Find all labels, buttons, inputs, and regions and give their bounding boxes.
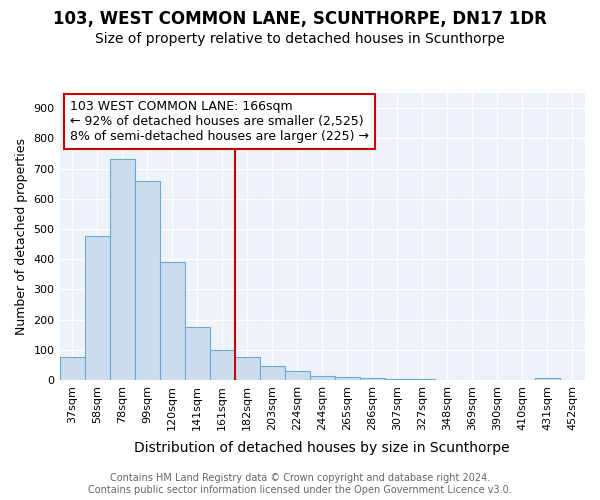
Text: Size of property relative to detached houses in Scunthorpe: Size of property relative to detached ho… bbox=[95, 32, 505, 46]
Bar bbox=[59, 358, 85, 380]
Bar bbox=[85, 236, 110, 380]
Bar bbox=[310, 376, 335, 380]
Bar bbox=[260, 366, 285, 380]
Bar bbox=[110, 160, 134, 380]
Y-axis label: Number of detached properties: Number of detached properties bbox=[15, 138, 28, 335]
Bar bbox=[235, 358, 260, 380]
Text: Contains HM Land Registry data © Crown copyright and database right 2024.
Contai: Contains HM Land Registry data © Crown c… bbox=[88, 474, 512, 495]
Bar bbox=[360, 378, 385, 380]
X-axis label: Distribution of detached houses by size in Scunthorpe: Distribution of detached houses by size … bbox=[134, 441, 510, 455]
Bar bbox=[160, 262, 185, 380]
Bar bbox=[410, 379, 435, 380]
Bar bbox=[209, 350, 235, 380]
Bar bbox=[335, 377, 360, 380]
Bar bbox=[285, 371, 310, 380]
Text: 103, WEST COMMON LANE, SCUNTHORPE, DN17 1DR: 103, WEST COMMON LANE, SCUNTHORPE, DN17 … bbox=[53, 10, 547, 28]
Text: 103 WEST COMMON LANE: 166sqm
← 92% of detached houses are smaller (2,525)
8% of : 103 WEST COMMON LANE: 166sqm ← 92% of de… bbox=[70, 100, 369, 143]
Bar bbox=[385, 378, 410, 380]
Bar bbox=[134, 180, 160, 380]
Bar bbox=[535, 378, 560, 380]
Bar bbox=[185, 327, 209, 380]
